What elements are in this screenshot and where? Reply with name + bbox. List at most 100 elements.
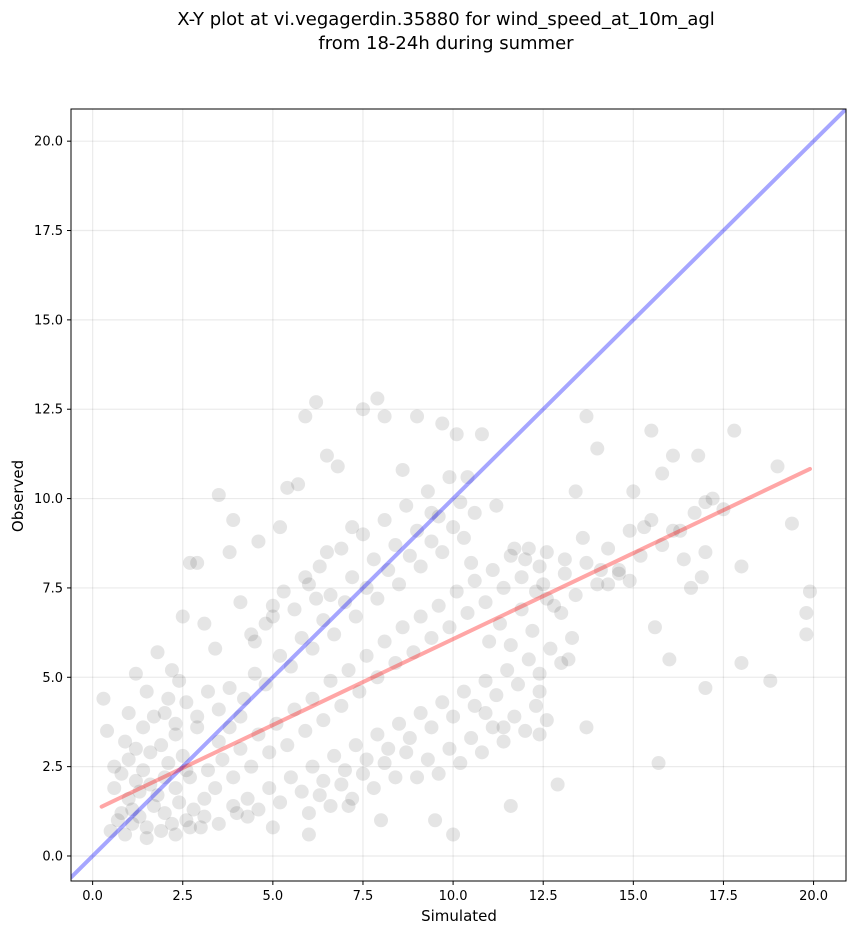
data-point [410, 523, 425, 538]
data-point [233, 741, 248, 756]
data-point [554, 655, 569, 670]
data-point [655, 538, 670, 553]
data-point [330, 459, 345, 474]
data-point [161, 691, 176, 706]
data-point [799, 627, 814, 642]
data-point [705, 491, 720, 506]
data-point [319, 545, 334, 560]
data-point [374, 813, 388, 828]
data-point [157, 706, 172, 721]
data-point [287, 702, 302, 717]
data-point [662, 652, 677, 667]
data-point [276, 584, 291, 599]
data-points [96, 391, 817, 846]
data-point [240, 809, 255, 824]
data-point [345, 520, 360, 535]
data-point [283, 770, 298, 785]
data-point [244, 627, 259, 642]
data-point [211, 488, 226, 502]
data-point [298, 570, 313, 585]
data-point [460, 605, 475, 620]
data-point [392, 716, 407, 731]
data-point [655, 466, 670, 481]
data-point [514, 602, 529, 617]
data-point [359, 648, 374, 663]
data-point [107, 781, 122, 796]
data-point [190, 555, 205, 570]
data-point [269, 716, 284, 731]
data-point [644, 423, 659, 438]
data-point [611, 566, 626, 581]
data-point [168, 727, 183, 742]
data-point [464, 731, 479, 746]
data-point [348, 609, 363, 624]
data-point [139, 831, 154, 846]
x-tick-label: 0.0 [82, 889, 103, 904]
data-point [222, 720, 237, 735]
data-point [388, 538, 403, 553]
data-point [200, 763, 215, 778]
data-point [539, 713, 554, 728]
x-tick-label: 12.5 [529, 889, 558, 904]
data-point [128, 741, 143, 756]
chart-title-line2: from 18-24h during summer [318, 33, 574, 54]
data-point [478, 595, 493, 610]
data-point [107, 759, 122, 774]
data-point [557, 566, 572, 581]
data-point [579, 409, 594, 424]
data-point [273, 795, 288, 810]
data-point [157, 806, 172, 821]
data-point [446, 709, 461, 724]
data-point [244, 759, 259, 774]
data-point [651, 756, 666, 771]
data-point [222, 681, 237, 695]
data-point [359, 752, 374, 767]
data-point [175, 748, 190, 763]
data-point [287, 602, 302, 617]
data-point [121, 752, 136, 767]
y-tick-label: 5.0 [42, 671, 63, 686]
data-point [337, 763, 352, 778]
data-point [377, 513, 392, 528]
data-point [424, 534, 439, 549]
data-point [510, 677, 525, 692]
data-point [262, 781, 277, 796]
data-point [251, 727, 266, 742]
data-point [233, 709, 248, 724]
data-point [395, 620, 410, 635]
y-tick-label: 10.0 [34, 492, 63, 507]
data-point [323, 673, 338, 688]
data-point [694, 570, 709, 585]
data-point [168, 827, 183, 842]
data-point [175, 609, 190, 624]
data-point [539, 545, 554, 560]
data-point [507, 709, 522, 724]
data-point [298, 723, 313, 738]
data-point [579, 555, 594, 570]
data-point [283, 659, 298, 674]
y-axis-ticks: 0.0 2.5 5.0 7.5 10.0 12.5 15.0 17.5 20.0 [34, 135, 71, 864]
data-point [377, 634, 392, 649]
data-point [550, 777, 565, 792]
data-point [482, 634, 497, 649]
data-point [529, 698, 543, 713]
x-tick-label: 20.0 [799, 889, 828, 904]
data-point [446, 520, 461, 535]
data-point [132, 809, 147, 824]
data-point [301, 806, 316, 821]
data-point [323, 588, 338, 603]
plot-frame [70, 108, 847, 882]
data-point [193, 820, 208, 835]
data-point [168, 781, 183, 796]
data-point [435, 695, 450, 710]
data-point [121, 791, 136, 806]
data-point [258, 677, 273, 692]
data-point [446, 827, 461, 842]
data-point [294, 784, 309, 799]
x-tick-label: 2.5 [172, 889, 193, 904]
data-point [319, 448, 334, 463]
data-point [673, 523, 688, 538]
data-point [402, 548, 417, 563]
data-point [698, 495, 713, 510]
